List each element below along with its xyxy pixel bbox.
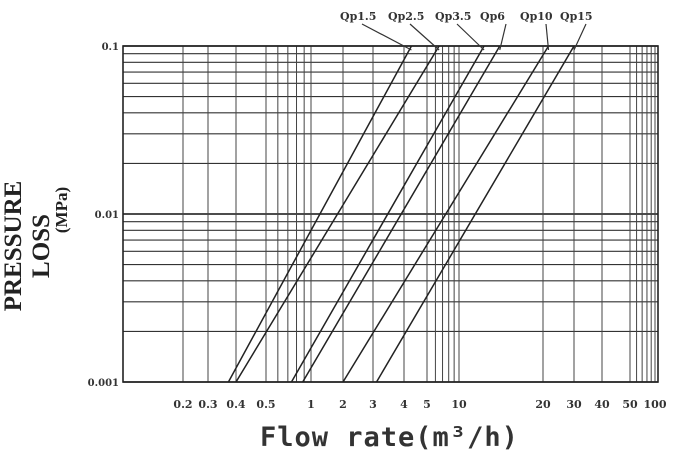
x-tick-label: 0.3 <box>198 398 217 411</box>
leader-line <box>573 23 587 51</box>
x-tick-label: 50 <box>622 398 638 411</box>
series-label: Qp3.5 <box>435 10 471 23</box>
series-label: Qp1.5 <box>340 10 376 23</box>
leader-line <box>361 23 412 51</box>
series-line-Qp2.5 <box>235 45 440 383</box>
x-tick-label: 0.2 <box>173 398 192 411</box>
y-axis-title: PRESSURE LOSS <box>0 180 55 312</box>
x-tick-label: 100 <box>644 398 667 411</box>
x-tick-label: 2 <box>339 398 347 411</box>
leader-line <box>499 23 507 51</box>
x-tick-label: 20 <box>535 398 551 411</box>
x-tick-label: 30 <box>566 398 582 411</box>
x-tick-label: 5 <box>423 398 431 411</box>
series-line-Qp3.5 <box>290 45 485 383</box>
series-label: Qp6 <box>480 10 505 23</box>
x-tick-label: 40 <box>594 398 610 411</box>
y-axis-unit: (MPa) <box>52 186 71 234</box>
leader-line <box>456 23 485 51</box>
series-line-Qp15 <box>375 45 575 383</box>
leader-line <box>409 23 440 51</box>
x-tick-label: 0.5 <box>256 398 275 411</box>
x-axis-title: Flow rate(m³/h) <box>260 422 519 453</box>
leader-line <box>545 23 550 51</box>
y-tick-label: 0.001 <box>88 378 119 389</box>
series-line-Qp6 <box>302 45 501 383</box>
series-line-Qp10 <box>342 45 550 383</box>
plot-frame <box>122 45 659 383</box>
series-label: Qp2.5 <box>388 10 424 23</box>
y-tick-label: 0.1 <box>102 42 119 53</box>
y-axis-title-block: PRESSURE LOSS <box>0 160 55 312</box>
x-tick-label: 0.4 <box>226 398 245 411</box>
x-tick-label: 4 <box>400 398 408 411</box>
y-tick-label: 0.01 <box>95 210 119 221</box>
series-label: Qp15 <box>560 10 593 23</box>
x-tick-label: 3 <box>369 398 377 411</box>
series-line-Qp1.5 <box>227 45 413 383</box>
x-tick-label: 10 <box>451 398 467 411</box>
series-label: Qp10 <box>520 10 553 23</box>
x-tick-label: 1 <box>307 398 315 411</box>
